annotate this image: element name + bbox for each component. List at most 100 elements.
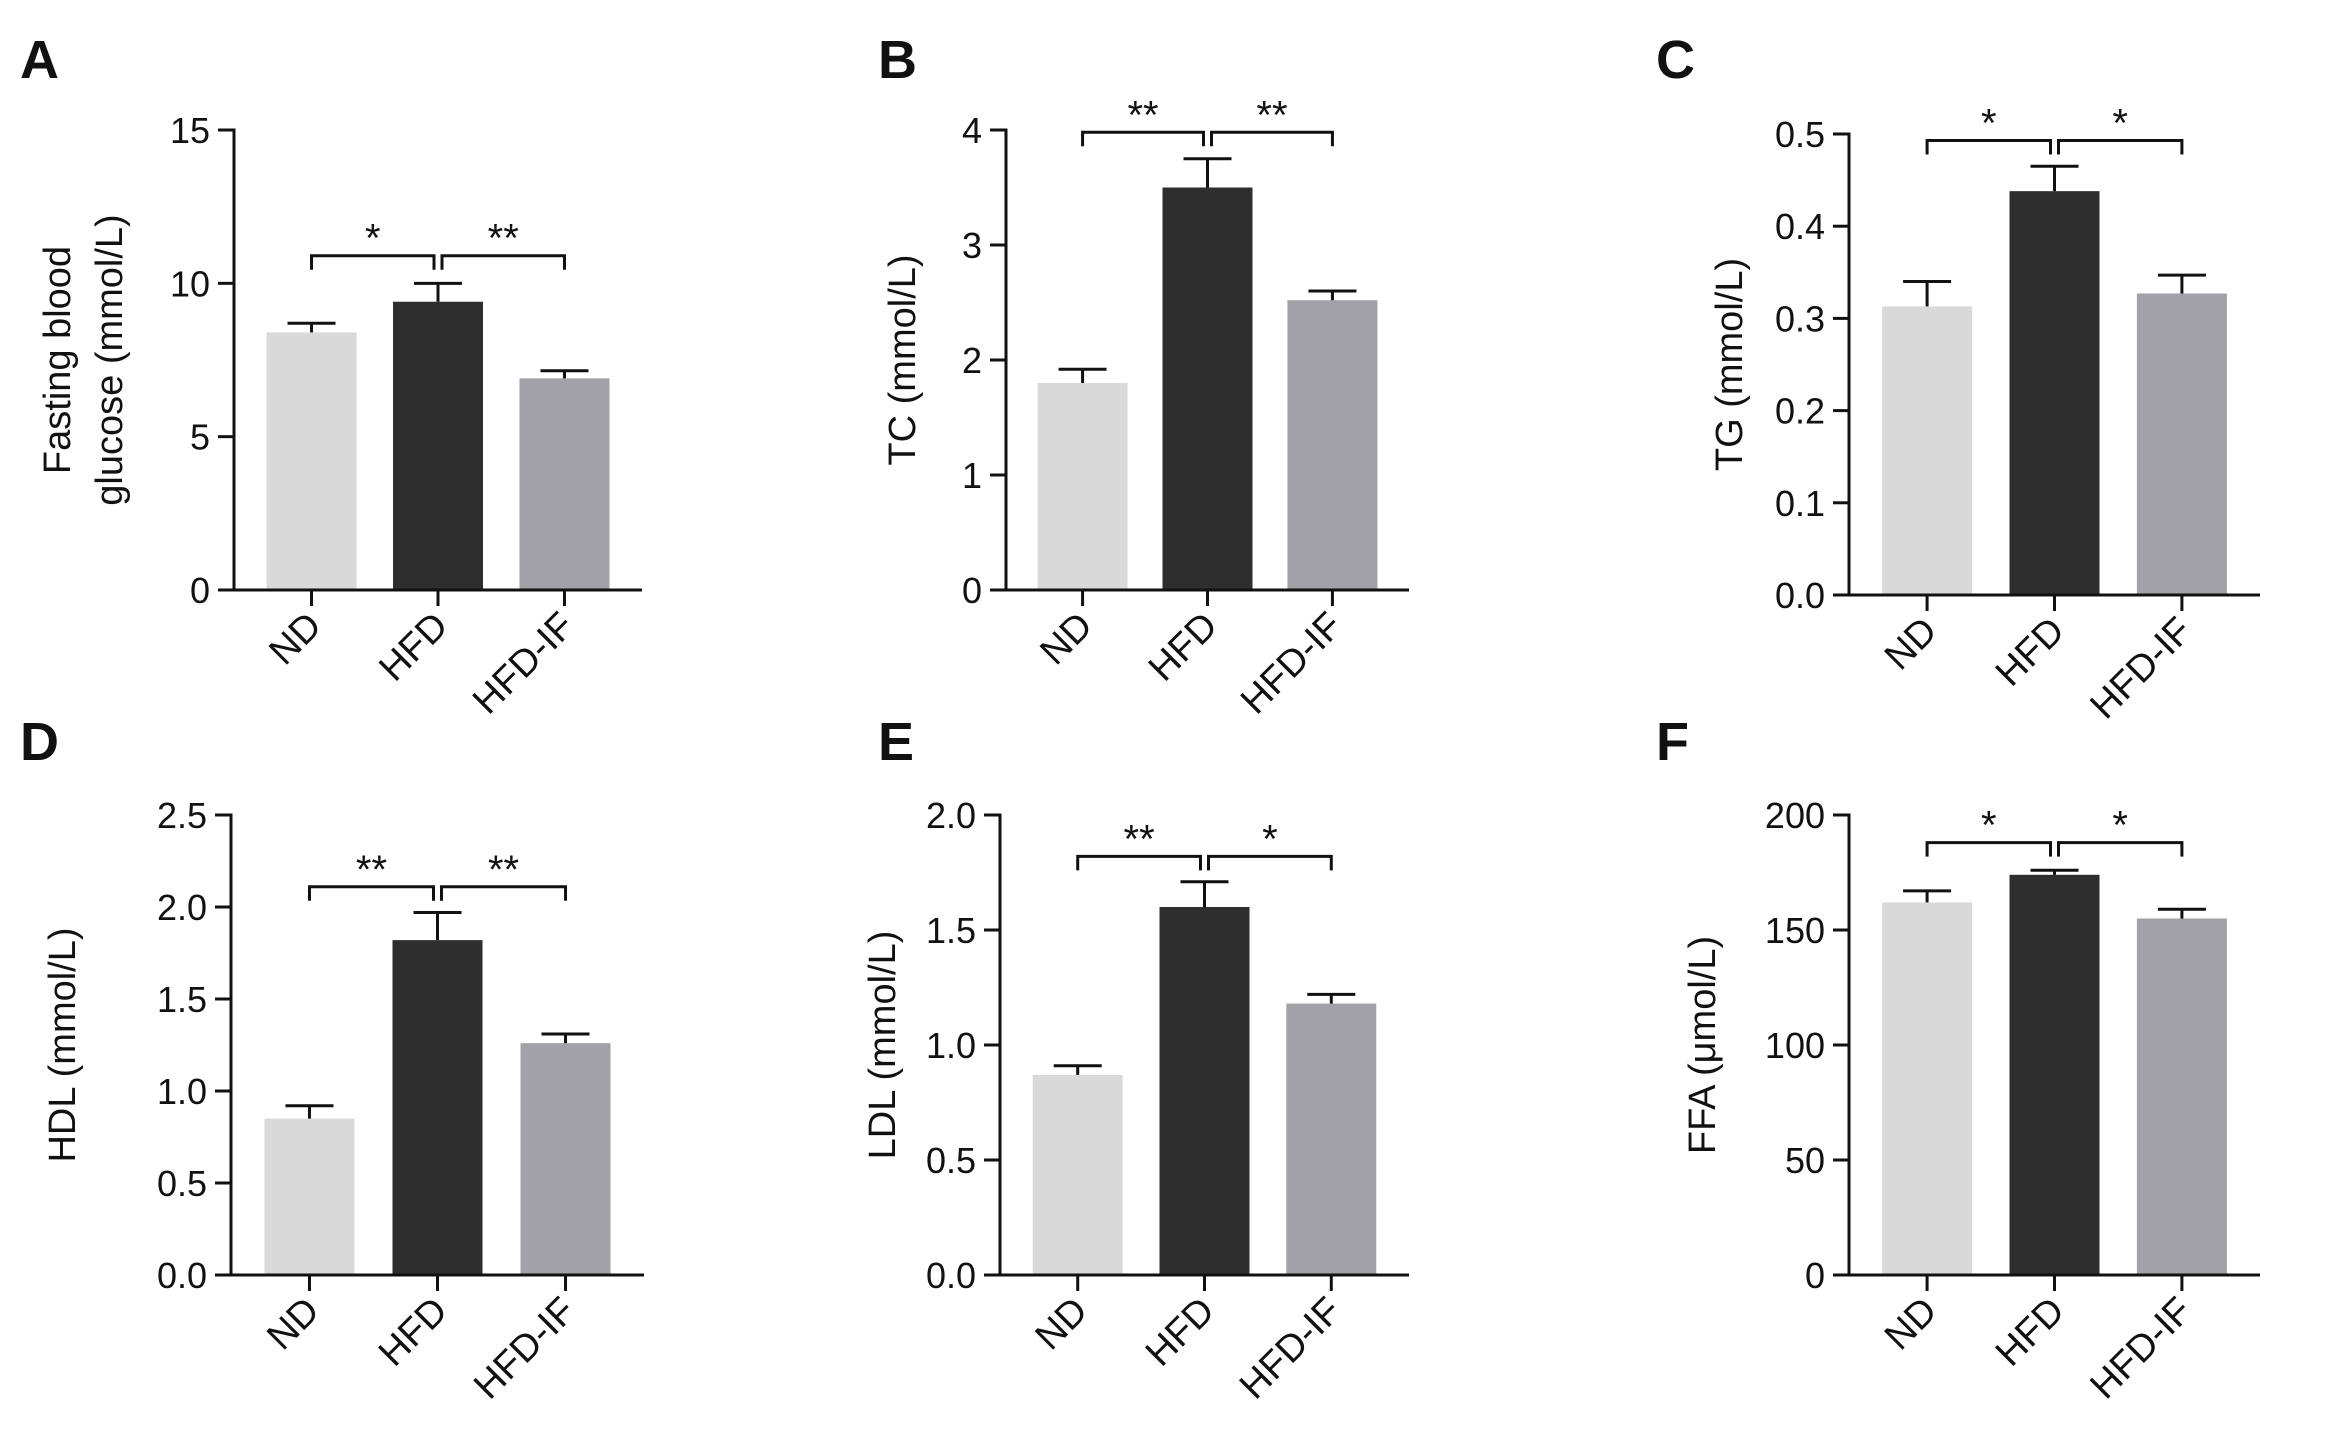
- x-tick-label-nd: ND: [1032, 605, 1101, 674]
- y-tick-label: 0.3: [1775, 298, 1825, 339]
- significance-bracket: [1207, 854, 1333, 871]
- significance-marker: **: [488, 217, 519, 261]
- panel-letter: D: [20, 712, 59, 772]
- y-tick-label: 150: [1765, 910, 1825, 951]
- y-tick-label: 10: [170, 263, 210, 304]
- bar-hfd-if: [519, 378, 610, 590]
- x-tick-label-hfd: HFD: [1988, 1290, 2073, 1375]
- bar-hfd: [1162, 187, 1253, 590]
- y-tick-label: 200: [1765, 795, 1825, 836]
- y-axis-label: Fasting blood: [37, 246, 79, 474]
- x-tick-label-hfd: HFD: [371, 1290, 456, 1375]
- significance-marker: *: [1981, 101, 1997, 145]
- significance-bracket: [440, 254, 566, 270]
- panel-letter: C: [1656, 30, 1695, 90]
- x-tick-label-hfd: HFD: [1141, 605, 1226, 690]
- panel-letter: A: [20, 30, 59, 90]
- significance-marker: *: [2112, 804, 2128, 848]
- y-tick-label: 1.0: [157, 1071, 207, 1112]
- x-tick-label-nd: ND: [1877, 1290, 1946, 1359]
- y-tick-label: 0: [962, 570, 982, 611]
- bar-hfd: [393, 301, 483, 590]
- bar-nd: [1882, 306, 1973, 595]
- x-tick-label-hfd: HFD: [371, 605, 456, 690]
- y-tick-label: 0.5: [1775, 114, 1825, 155]
- panel-c: C 0.0 0.1 0.2 0.3 0.4 0.5 ND HFD HFD-IF TG (mmol/L…: [1656, 30, 2260, 727]
- y-tick-label: 1: [962, 455, 982, 496]
- bar-hfd-if: [2136, 918, 2227, 1275]
- bar-nd: [1032, 1074, 1123, 1275]
- x-tick-label-hfd-if: HFD-IF: [2083, 1290, 2201, 1408]
- y-tick-label: 0: [190, 570, 210, 611]
- bar-hfd: [2009, 874, 2100, 1275]
- significance-bracket: [310, 254, 436, 270]
- y-axis-label: HDL (mmol/L): [42, 927, 84, 1162]
- significance-bracket: [307, 885, 435, 901]
- x-tick-label-hfd-if: HFD-IF: [466, 1290, 584, 1408]
- panel-d: D 0.0 0.5 1.0 1.5 2.0 2.5 ND HFD HFD-IF HDL (mmol/…: [20, 712, 644, 1407]
- y-tick-label: 0.5: [926, 1140, 976, 1181]
- x-tick-label-nd: ND: [1877, 610, 1946, 679]
- y-tick-label: 0.2: [1775, 391, 1825, 432]
- bar-hfd-if: [2136, 293, 2227, 595]
- y-axis-label: TG (mmol/L): [1709, 258, 1751, 471]
- y-tick-label: 0.0: [926, 1255, 976, 1296]
- y-tick-label: 0: [1805, 1255, 1825, 1296]
- bar-hfd-if: [1286, 1003, 1377, 1275]
- y-axis-label: FFA (μmol/L): [1682, 936, 1724, 1154]
- significance-bracket: [1925, 841, 2052, 857]
- y-tick-label: 3: [962, 225, 982, 266]
- bar-hfd: [1159, 907, 1250, 1275]
- x-tick-label-hfd: HFD: [1988, 610, 2073, 695]
- bar-nd: [1882, 902, 1973, 1275]
- y-axis-label: glucose (mmol/L): [89, 214, 131, 505]
- panel-b: B 0 1 2 3 4 ND HFD HFD-IF TC (mmol/L) ** **: [878, 30, 1409, 722]
- bar-hfd: [2009, 191, 2100, 595]
- y-axis-label: TC (mmol/L): [882, 254, 924, 465]
- y-tick-label: 50: [1785, 1140, 1825, 1181]
- y-tick-label: 15: [170, 110, 210, 151]
- significance-bracket: [2057, 841, 2184, 857]
- bar-nd: [264, 1118, 355, 1275]
- bar-hfd: [392, 940, 483, 1275]
- significance-bracket: [1210, 130, 1334, 147]
- x-tick-label-nd: ND: [261, 605, 330, 674]
- significance-marker: **: [1124, 817, 1155, 861]
- panel-a: A 0 5 10 15 ND HFD HFD-IF Fasting blood glucose (…: [20, 30, 642, 722]
- y-tick-label: 5: [190, 417, 210, 458]
- significance-marker: **: [488, 848, 519, 892]
- bar-hfd-if: [1287, 300, 1378, 590]
- significance-marker: **: [1256, 93, 1287, 137]
- y-tick-label: 0.5: [157, 1163, 207, 1204]
- x-tick-label-hfd-if: HFD-IF: [1233, 605, 1351, 723]
- significance-marker: **: [1127, 93, 1158, 137]
- significance-bracket: [1076, 854, 1202, 871]
- y-tick-label: 0.4: [1775, 206, 1825, 247]
- y-tick-label: 100: [1765, 1025, 1825, 1066]
- bar-nd: [266, 332, 357, 590]
- y-axis-label: LDL (mmol/L): [862, 931, 904, 1160]
- significance-marker: *: [2112, 101, 2128, 145]
- x-tick-label-hfd-if: HFD-IF: [1232, 1290, 1350, 1408]
- panel-f: F 0 50 100 150 200 ND HFD HFD-IF FFA (μmol/L) * *: [1656, 712, 2260, 1407]
- panel-e: E 0.0 0.5 1.0 1.5 2.0 ND HFD HFD-IF LDL (mmol/L) *…: [862, 712, 1409, 1407]
- significance-marker: *: [1981, 804, 1997, 848]
- panel-letter: E: [878, 712, 914, 772]
- significance-bracket: [1081, 130, 1205, 147]
- y-tick-label: 0.0: [157, 1255, 207, 1296]
- y-tick-label: 1.5: [926, 910, 976, 951]
- x-tick-label-hfd: HFD: [1138, 1290, 1223, 1375]
- panel-letter: F: [1656, 712, 1689, 772]
- y-tick-label: 0.0: [1775, 575, 1825, 616]
- y-tick-label: 1.5: [157, 979, 207, 1020]
- x-tick-label-nd: ND: [1028, 1290, 1097, 1359]
- y-tick-label: 2.0: [926, 795, 976, 836]
- significance-bracket: [2057, 138, 2184, 155]
- x-tick-label-hfd-if: HFD-IF: [2083, 610, 2201, 728]
- y-tick-label: 4: [962, 110, 982, 151]
- y-tick-label: 2.0: [157, 887, 207, 928]
- significance-marker: **: [356, 848, 387, 892]
- x-tick-label-nd: ND: [259, 1290, 328, 1359]
- significance-marker: *: [1262, 817, 1278, 861]
- y-tick-label: 1.0: [926, 1025, 976, 1066]
